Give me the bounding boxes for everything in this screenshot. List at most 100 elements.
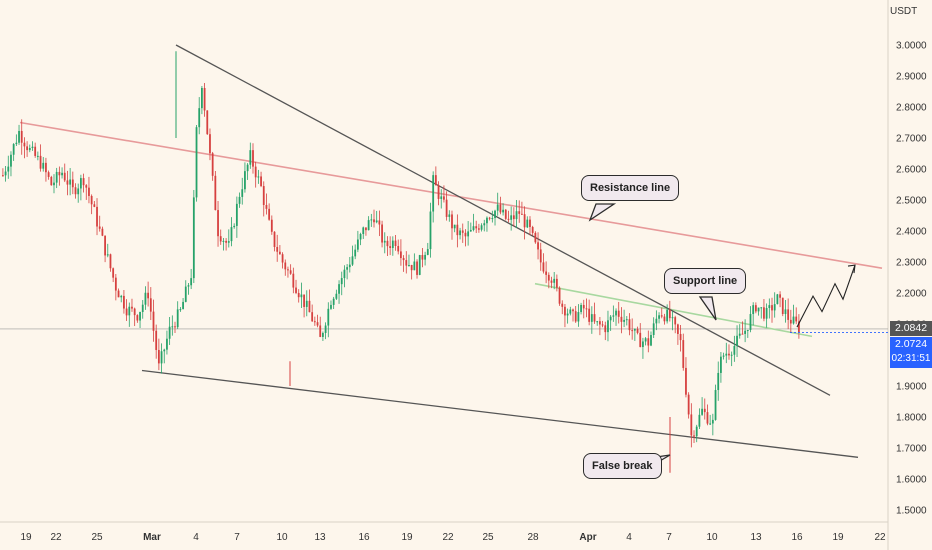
time-axis-label: 22 [442, 532, 454, 543]
candle-body [157, 349, 160, 364]
candle-body [214, 175, 217, 211]
candle-body [98, 226, 101, 229]
candle-body [757, 307, 760, 312]
candle-body [155, 330, 158, 350]
candle-body [529, 219, 531, 228]
candle-body [582, 304, 585, 309]
candle-body [580, 304, 582, 313]
candle-body [12, 144, 15, 155]
candle-body [725, 353, 728, 356]
candle-body [278, 251, 281, 255]
support-line-label: Support line [673, 275, 738, 287]
candle-body [340, 278, 343, 285]
resistance-line-callout[interactable]: Resistance line [581, 175, 680, 201]
price-tick-label: 2.6000 [896, 165, 927, 176]
candle-body [601, 324, 604, 326]
candle-body [58, 171, 61, 176]
candle-body [257, 176, 260, 178]
candle-body [674, 317, 677, 325]
candle-body [413, 261, 416, 271]
candle-body [730, 354, 733, 356]
candle-body [795, 316, 798, 322]
candle-body [112, 268, 115, 278]
candle-body [709, 423, 712, 425]
price-tick-label: 2.2000 [896, 289, 927, 300]
candle-body [93, 204, 96, 207]
candle-body [305, 300, 308, 307]
candle-body [467, 231, 470, 237]
candle-body [203, 87, 206, 111]
candle-body [456, 224, 459, 236]
currency-label: USDT [890, 6, 918, 17]
candle-body [28, 148, 31, 151]
candle-body [254, 166, 257, 178]
candle-body [792, 316, 795, 324]
candle-body [4, 171, 7, 176]
candle-body [330, 304, 332, 309]
candle-body [383, 240, 386, 243]
candle-body [660, 315, 663, 317]
candle-body [502, 209, 504, 213]
candle-body [55, 171, 58, 183]
candle-body [569, 309, 572, 314]
price-tick-label: 1.9000 [896, 382, 927, 393]
candle-body [652, 323, 655, 336]
support-line-callout[interactable]: Support line [664, 268, 747, 294]
candle-body [496, 204, 499, 211]
support-callout-pointer [698, 296, 717, 321]
candle-body [327, 308, 330, 326]
candle-body [292, 273, 295, 288]
candle-body [123, 295, 125, 309]
candle-body [365, 227, 367, 231]
candle-body [394, 240, 397, 246]
time-axis-label: 7 [666, 532, 672, 543]
resistance-line [19, 121, 883, 269]
time-axis-label: Mar [143, 532, 161, 543]
candle-body [303, 294, 305, 307]
candle-body [359, 234, 362, 240]
candle-body [262, 186, 265, 206]
candle-body [386, 240, 389, 247]
candle-body [163, 349, 166, 352]
candle-body [192, 197, 195, 279]
reference-price-tag: 2.0842 [890, 321, 932, 336]
candle-body [486, 217, 488, 224]
candle-body [437, 185, 440, 199]
candle-body [367, 220, 370, 231]
candle-body [219, 236, 222, 242]
candle-body [448, 214, 451, 217]
candle-body [512, 215, 515, 220]
candle-body [405, 260, 408, 266]
candle-body [682, 340, 685, 368]
projection-arrowhead [847, 264, 856, 274]
candle-body [746, 329, 749, 331]
candle-body [787, 309, 790, 320]
price-tick-label: 1.8000 [896, 413, 927, 424]
candle-body [754, 305, 757, 312]
candle-body [373, 219, 375, 223]
time-axis-label: 10 [706, 532, 718, 543]
current-price-value: 2.0724 [894, 338, 928, 350]
candle-body [311, 312, 314, 322]
price-tick-label: 2.8000 [896, 103, 927, 114]
candle-body [2, 175, 4, 177]
time-axis-label: 16 [358, 532, 370, 543]
resistance-line-label: Resistance line [590, 182, 671, 194]
candle-body [733, 346, 736, 355]
candle-body [230, 227, 233, 242]
candle-body [542, 262, 545, 272]
false-break-callout[interactable]: False break [583, 453, 662, 479]
candle-body [771, 305, 773, 311]
candle-body [555, 278, 558, 288]
candle-body [15, 142, 18, 145]
candle-body [82, 178, 85, 186]
candle-body [693, 435, 695, 437]
candle-body [316, 322, 319, 326]
candle-body [50, 176, 53, 186]
candle-body [149, 298, 152, 312]
candle-body [235, 203, 238, 226]
candle-body [459, 230, 461, 236]
candle-body [287, 269, 289, 271]
